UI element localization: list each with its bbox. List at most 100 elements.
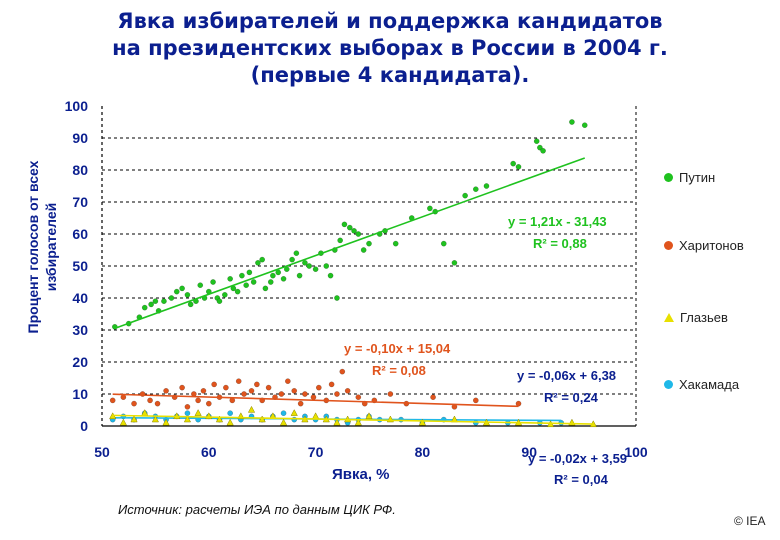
putin-r2: R² = 0,88 — [533, 236, 587, 251]
kharitonov-point — [184, 403, 191, 410]
putin-point — [239, 272, 245, 279]
putin-trendline — [114, 157, 586, 330]
legend-item-kharitonov: Харитонов — [664, 238, 744, 253]
glazyev-point — [130, 415, 138, 423]
putin-point — [540, 147, 546, 154]
y-tick-label: 40 — [72, 290, 88, 306]
kharitonov-point — [248, 387, 255, 394]
putin-point — [259, 256, 266, 263]
putin-point — [227, 275, 234, 282]
kharitonov-point — [254, 381, 260, 388]
kharitonov-point — [291, 387, 298, 394]
legend-item-putin: Путин — [664, 170, 715, 185]
putin-point — [168, 295, 175, 301]
putin-point — [234, 288, 241, 295]
putin-point — [351, 227, 357, 234]
putin-point — [280, 275, 287, 282]
putin-point — [270, 272, 276, 279]
kharitonov-point — [235, 378, 242, 385]
y-axis-label-line-2: избирателей — [43, 203, 59, 292]
legend-label-putin: Путин — [679, 170, 716, 185]
kharitonov-r2: R² = 0,08 — [372, 363, 426, 378]
kharitonov-point — [241, 391, 247, 397]
source-note: Источник: расчеты ИЭА по данным ЦИК РФ. — [118, 502, 396, 517]
x-tick-label: 50 — [94, 444, 110, 460]
y-tick-label: 60 — [72, 226, 88, 242]
kharitonov-point — [179, 384, 185, 391]
glazyev-point — [258, 415, 266, 423]
putin-point — [537, 144, 543, 151]
khakamada-point — [227, 410, 234, 417]
glazyev-trendline — [112, 414, 594, 425]
putin-point — [510, 160, 517, 167]
legend-label-kharitonov: Харитонов — [679, 238, 744, 253]
glazyev-point — [311, 412, 320, 420]
kharitonov-point — [278, 391, 285, 397]
x-tick-label: 80 — [415, 444, 431, 460]
glazyev-r2: R² = 0,24 — [544, 390, 598, 405]
legend-marker-putin — [664, 173, 673, 182]
legend-item-glazyev: Глазьев — [664, 310, 728, 325]
title-line-3: (первые 4 кандидата). — [250, 63, 530, 87]
putin-point — [360, 247, 367, 253]
putin-point — [306, 263, 313, 269]
putin-point — [472, 186, 479, 193]
title-line-2: на президентских выборах в России в 2004… — [112, 36, 668, 60]
putin-point — [440, 240, 447, 247]
putin-point — [427, 205, 433, 212]
y-tick-label: 80 — [72, 162, 88, 178]
y-tick-label: 100 — [65, 98, 89, 114]
putin-point — [312, 266, 319, 273]
kharitonov-point — [154, 400, 161, 407]
kharitonov-point — [310, 394, 317, 401]
putin-point — [148, 301, 154, 308]
glazyev-point — [418, 418, 427, 426]
putin-point — [337, 237, 344, 244]
kharitonov-point — [515, 400, 522, 407]
copyright: © IEA — [734, 514, 766, 528]
glazyev-point — [290, 409, 298, 416]
putin-point — [293, 250, 300, 257]
kharitonov-point — [223, 384, 229, 391]
putin-point — [246, 269, 253, 276]
putin-point — [289, 256, 295, 263]
glazyev-point — [194, 409, 202, 416]
y-axis-label-line-1: Процент голосов от всех — [25, 160, 41, 333]
legend-marker-khakamada — [664, 380, 673, 389]
glazyev-point — [215, 415, 224, 423]
putin-point — [197, 282, 204, 289]
legend-marker-glazyev — [664, 313, 674, 322]
y-tick-label: 70 — [72, 194, 88, 210]
kharitonov-point — [211, 381, 217, 388]
legend-item-khakamada: Хакамада — [664, 377, 739, 392]
putin-point — [327, 272, 334, 279]
putin-point — [451, 259, 458, 266]
glazyev-point — [162, 418, 170, 426]
kharitonov-point — [120, 394, 127, 401]
putin-point — [141, 304, 148, 311]
putin-point — [267, 279, 274, 285]
khakamada-point — [472, 419, 479, 426]
putin-point — [392, 240, 399, 247]
putin-point — [533, 138, 540, 145]
y-tick-label: 50 — [72, 258, 88, 274]
kharitonov-point — [109, 397, 116, 404]
putin-point — [187, 301, 194, 308]
kharitonov-point — [328, 381, 335, 388]
kharitonov-point — [315, 384, 322, 391]
kharitonov-point — [334, 391, 340, 397]
glazyev-point — [365, 412, 373, 420]
putin-point — [255, 259, 261, 266]
putin-point — [173, 288, 180, 295]
putin-point — [221, 291, 228, 298]
kharitonov-trendline — [112, 393, 519, 408]
putin-point — [515, 163, 522, 170]
y-tick-label: 20 — [72, 354, 88, 370]
kharitonov-point — [472, 397, 479, 404]
kharitonov-point — [147, 397, 153, 404]
khakamada-r2: R² = 0,04 — [554, 472, 608, 487]
putin-point — [161, 298, 167, 305]
kharitonov-point — [297, 400, 304, 407]
kharitonov-point — [131, 400, 137, 407]
